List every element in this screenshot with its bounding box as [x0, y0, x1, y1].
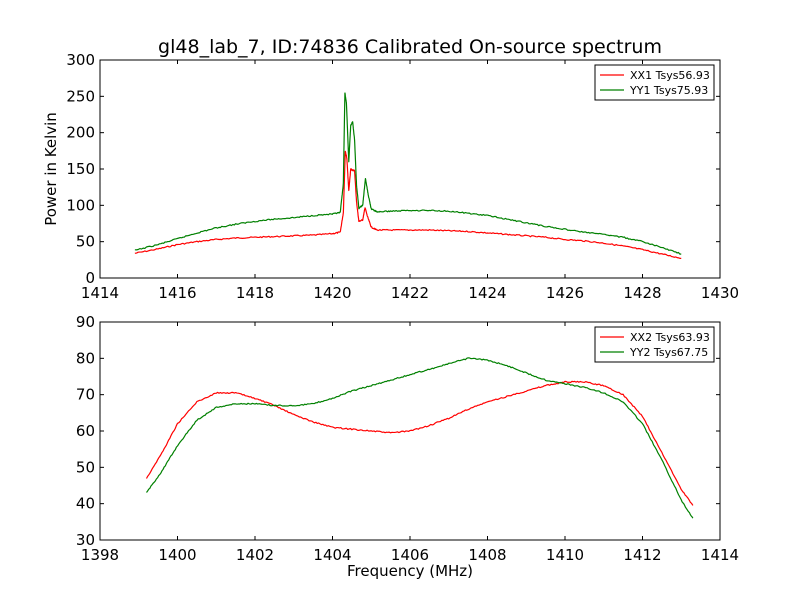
top-x-tick-label: 1418: [236, 284, 274, 302]
top-y-tick-label: 200: [66, 124, 95, 142]
bottom-legend: XX2 Tsys63.93 YY2 Tsys67.75: [594, 326, 715, 363]
top-panel: 1414 1416 1418 1420 1422 1424 1426 1428 1430 0 50 1…: [42, 51, 739, 302]
bottom-legend-box: [594, 326, 715, 363]
bottom-y-tick-label: 40: [76, 495, 95, 513]
top-series-line-yy1: [134, 92, 682, 255]
top-series-layer: [134, 92, 682, 259]
top-x-tick-label: 1414: [81, 284, 119, 302]
bottom-x-tick-label: 1414: [701, 546, 739, 564]
top-ticks-layer: 1414 1416 1418 1420 1422 1424 1426 1428 1430 0 50 1…: [66, 51, 739, 302]
top-x-tick-label: 1416: [158, 284, 196, 302]
bottom-y-tick-label: 60: [76, 422, 95, 440]
legend-label-yy2: YY2 Tsys67.75: [629, 346, 708, 359]
chart-title: gl48_lab_7, ID:74836 Calibrated On-sourc…: [158, 36, 662, 58]
top-y-axis-title: Power in Kelvin: [42, 112, 60, 226]
bottom-series-layer: [145, 357, 694, 519]
bottom-series-line-yy2: [146, 357, 694, 519]
top-x-tick-label: 1430: [701, 284, 739, 302]
top-x-tick-label: 1426: [546, 284, 584, 302]
top-x-tick-label: 1424: [468, 284, 506, 302]
bottom-x-tick-label: 1400: [158, 546, 196, 564]
top-x-tick-label: 1420: [313, 284, 351, 302]
top-series-line-xx1: [134, 150, 682, 259]
bottom-x-tick-label: 1412: [623, 546, 661, 564]
top-x-tick-label: 1422: [391, 284, 429, 302]
bottom-y-tick-label: 80: [76, 349, 95, 367]
legend-label-yy1: YY1 Tsys75.93: [629, 84, 708, 97]
bottom-y-tick-label: 50: [76, 458, 95, 476]
top-y-tick-label: 50: [76, 233, 95, 251]
top-y-tick-label: 300: [66, 51, 95, 69]
bottom-x-tick-label: 1408: [468, 546, 506, 564]
bottom-y-tick-label: 30: [76, 531, 95, 549]
bottom-x-tick-label: 1402: [236, 546, 274, 564]
bottom-y-tick-label: 70: [76, 386, 95, 404]
top-y-tick-label: 150: [66, 160, 95, 178]
legend-label-xx2: XX2 Tsys63.93: [630, 331, 710, 344]
x-axis-title: Frequency (MHz): [347, 562, 473, 580]
top-legend: XX1 Tsys56.93 YY1 Tsys75.93: [594, 64, 715, 101]
bottom-series-line-xx2: [145, 380, 694, 506]
bottom-x-tick-label: 1398: [81, 546, 119, 564]
bottom-x-tick-label: 1404: [313, 546, 351, 564]
top-y-tick-label: 250: [66, 87, 95, 105]
top-legend-box: [594, 64, 715, 101]
bottom-x-tick-label: 1410: [546, 546, 584, 564]
top-y-tick-label: 0: [85, 269, 95, 287]
bottom-y-tick-label: 90: [76, 313, 95, 331]
bottom-ticks-layer: 1398 1400 1402 1404 1406 1408 1410 1412 1414 30 40…: [76, 313, 739, 564]
bottom-x-tick-label: 1406: [391, 546, 429, 564]
bottom-panel: 1398 1400 1402 1404 1406 1408 1410 1412 1414 30 40…: [76, 313, 739, 580]
top-y-tick-label: 100: [66, 196, 95, 214]
legend-label-xx1: XX1 Tsys56.93: [630, 69, 710, 82]
top-x-tick-label: 1428: [623, 284, 661, 302]
